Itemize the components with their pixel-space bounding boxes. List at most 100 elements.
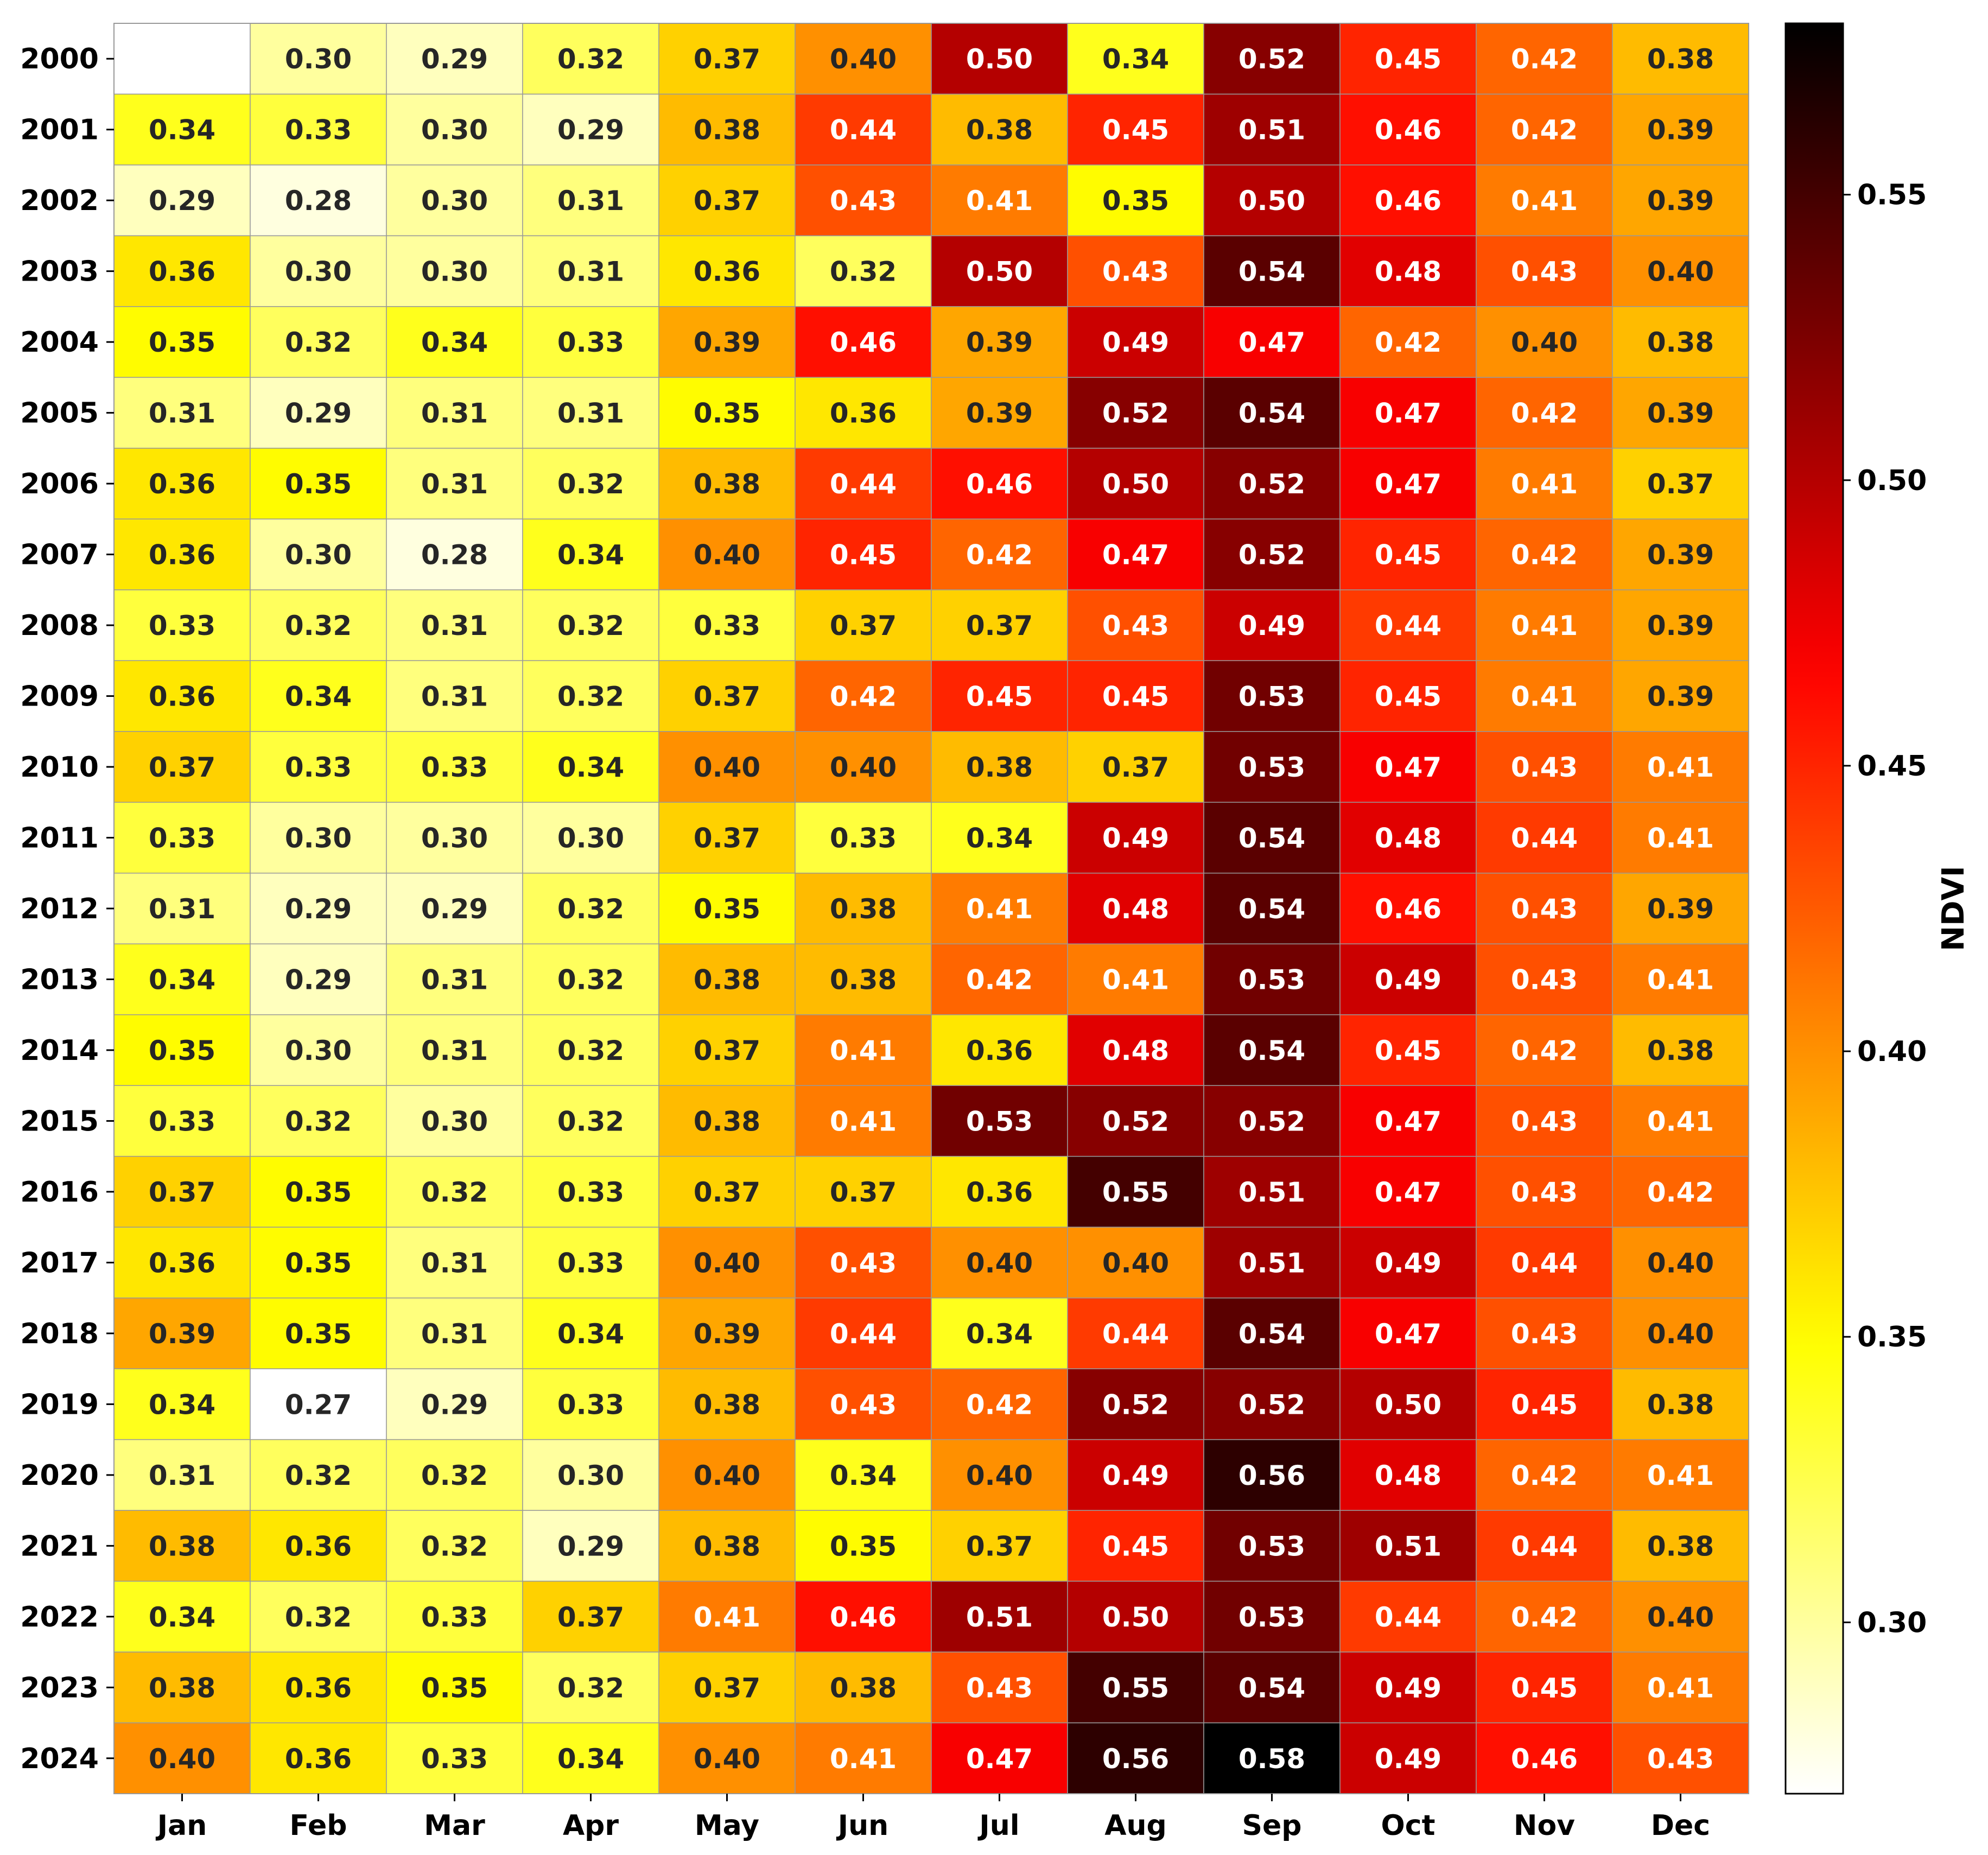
colorbar-tick-label: 0.50	[1857, 465, 1927, 497]
heatmap-cell	[1067, 93, 1204, 166]
heatmap-cell	[1067, 589, 1204, 662]
heatmap-cell	[658, 164, 796, 237]
x-tick-label: Nov	[1514, 1809, 1575, 1842]
heatmap-cell	[1612, 93, 1749, 166]
cell-value-label: 0.39	[966, 398, 1033, 429]
heatmap-cell	[113, 1439, 251, 1511]
cell-value-label: 0.46	[1375, 185, 1441, 217]
cell-value-label: 0.49	[1102, 1460, 1169, 1491]
cell-value-label: 0.38	[694, 1106, 760, 1137]
heatmap-cell	[386, 1155, 523, 1228]
heatmap-cells	[113, 23, 1749, 1794]
heatmap-cell	[931, 1368, 1068, 1440]
cell-value-label: 0.42	[1647, 1177, 1714, 1208]
cell-value-label: 0.30	[421, 256, 488, 288]
heatmap-cell	[795, 164, 932, 237]
heatmap-cell	[250, 235, 387, 307]
cell-value-label: 0.30	[557, 1460, 624, 1491]
heatmap-cell	[795, 1651, 932, 1724]
cell-value-label: 0.33	[421, 1743, 488, 1775]
cell-value-label: 0.41	[830, 1743, 897, 1775]
y-tick-label: 2022	[20, 1601, 99, 1634]
cell-value-label: 0.44	[1511, 1530, 1578, 1562]
heatmap-cell	[1612, 1722, 1749, 1794]
cell-value-label: 0.47	[1375, 398, 1441, 429]
heatmap-cell	[795, 306, 932, 378]
heatmap-cell	[658, 1227, 796, 1299]
cell-value-label: 0.40	[1647, 1318, 1714, 1350]
heatmap-cell	[386, 23, 523, 95]
cell-value-label: 0.38	[1647, 43, 1714, 75]
cell-value-label: 0.42	[1375, 327, 1441, 358]
heatmap-cell	[113, 306, 251, 378]
cell-value-label: 0.30	[557, 823, 624, 854]
cell-value-label: 0.45	[966, 681, 1033, 713]
heatmap-cell	[658, 1439, 796, 1511]
cell-value-label: 0.38	[694, 1530, 760, 1562]
cell-value-label: 0.33	[421, 1602, 488, 1633]
cell-value-label: 0.38	[694, 1389, 760, 1420]
heatmap-cell	[1203, 1368, 1341, 1440]
heatmap-cell	[1476, 1297, 1613, 1369]
heatmap-cell	[1203, 1580, 1341, 1653]
cell-value-label: 0.37	[694, 1672, 760, 1704]
cell-value-label: 0.31	[421, 1035, 488, 1066]
heatmap-cell	[522, 589, 659, 662]
heatmap-cell	[1612, 1014, 1749, 1086]
cell-value-label: 0.32	[285, 1602, 352, 1633]
cell-value-label: 0.45	[1375, 43, 1441, 75]
heatmap-cell	[1612, 448, 1749, 520]
heatmap-cell	[1476, 1722, 1613, 1794]
heatmap-cell	[1203, 731, 1341, 803]
heatmap-cell	[113, 518, 251, 590]
heatmap-cell	[522, 1085, 659, 1157]
cell-value-label: 0.30	[421, 1106, 488, 1137]
cell-value-label: 0.42	[1511, 539, 1578, 571]
cell-value-label: 0.38	[1647, 1389, 1714, 1420]
heatmap-cell	[658, 731, 796, 803]
heatmap-cell	[795, 1439, 932, 1511]
x-tick-label: Apr	[563, 1809, 619, 1842]
cell-value-label: 0.40	[149, 1743, 215, 1775]
cell-value-label: 0.41	[1647, 964, 1714, 995]
cell-value-label: 0.38	[694, 468, 760, 500]
cell-value-label: 0.48	[1375, 256, 1441, 288]
y-tick-label: 2000	[20, 43, 99, 75]
x-tick-label: Feb	[290, 1809, 347, 1842]
heatmap-cell	[113, 1014, 251, 1086]
heatmap-cell-labels: 0.30 0.29 0.32 0.37 0.40 0.50 0.34 0.52 0.45 0.42…	[149, 43, 1714, 1775]
cell-value-label: 0.29	[285, 964, 352, 995]
cell-value-label: 0.29	[421, 1389, 488, 1420]
heatmap-cell	[1612, 1085, 1749, 1157]
y-tick-label: 2011	[20, 822, 99, 855]
heatmap-cell	[658, 377, 796, 449]
heatmap-cell	[522, 802, 659, 874]
heatmap-cell	[658, 23, 796, 95]
heatmap-cell	[795, 802, 932, 874]
heatmap-cell	[386, 589, 523, 662]
cell-value-label: 0.41	[1647, 752, 1714, 783]
cell-value-label: 0.35	[694, 893, 760, 925]
heatmap-cell	[250, 1155, 387, 1228]
heatmap-cell	[1339, 448, 1477, 520]
cell-value-label: 0.46	[1511, 1743, 1578, 1775]
heatmap-cell	[658, 1155, 796, 1228]
heatmap-cell	[658, 1014, 796, 1086]
heatmap-cell	[522, 1510, 659, 1582]
cell-value-label: 0.39	[1647, 115, 1714, 146]
cell-value-label: 0.43	[966, 1672, 1033, 1704]
heatmap-cell	[1339, 1297, 1477, 1369]
heatmap-cell	[250, 1580, 387, 1653]
y-tick-label: 2007	[20, 539, 99, 571]
y-tick-label: 2012	[20, 893, 99, 925]
heatmap-cell	[795, 1580, 932, 1653]
cell-value-label: 0.32	[557, 1672, 624, 1704]
cell-value-label: 0.41	[830, 1035, 897, 1066]
heatmap-cell	[1612, 943, 1749, 1015]
cell-value-label: 0.52	[1238, 468, 1305, 500]
heatmap-cell	[1476, 660, 1613, 732]
cell-value-label: 0.35	[285, 1177, 352, 1208]
cell-value-label: 0.38	[1647, 1035, 1714, 1066]
cell-value-label: 0.42	[830, 681, 897, 713]
heatmap-cell	[1067, 731, 1204, 803]
